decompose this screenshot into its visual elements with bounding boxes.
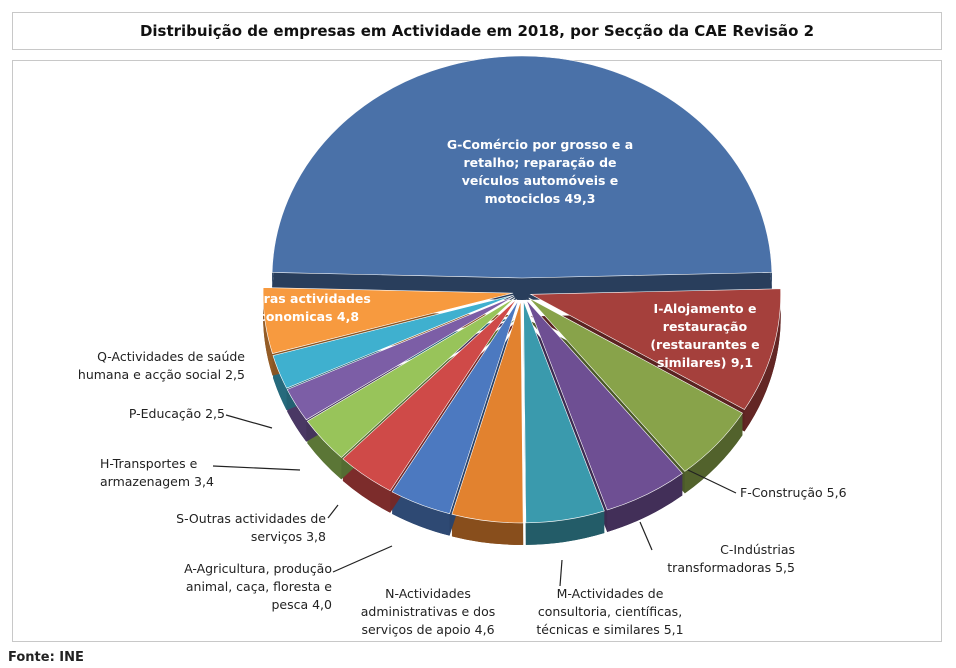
slice bbox=[528, 297, 743, 472]
slice-label: Outras actividades economicas 4,8 bbox=[232, 290, 377, 326]
slice bbox=[306, 297, 516, 458]
slice bbox=[271, 55, 773, 279]
slice-label: F-Construção 5,6 bbox=[740, 484, 890, 502]
slice-label: H-Transportes e armazenagem 3,4 bbox=[100, 455, 225, 491]
slice-label: N-Actividades administrativas e dos serv… bbox=[348, 585, 508, 639]
value-label: 2,5 bbox=[205, 406, 225, 421]
leader-line bbox=[687, 469, 737, 494]
slice-label: S-Outras actividades de serviços 3,8 bbox=[160, 510, 326, 546]
category-name: C-Indústrias transformadoras bbox=[667, 542, 795, 575]
leader-line bbox=[212, 465, 301, 471]
slice-side bbox=[525, 510, 605, 545]
slice-label: G-Comércio por grosso e a retalho; repar… bbox=[440, 136, 640, 208]
category-name: A-Agricultura, produção animal, caça, fl… bbox=[184, 561, 332, 612]
slice-side bbox=[342, 458, 391, 513]
category-name: F-Construção bbox=[740, 485, 823, 500]
value-label: 3,8 bbox=[306, 529, 326, 544]
leader-line bbox=[332, 545, 393, 573]
category-name: G-Comércio por grosso e a retalho; repar… bbox=[446, 137, 634, 206]
slice bbox=[523, 300, 605, 524]
slice-side bbox=[744, 288, 781, 432]
slice bbox=[286, 296, 515, 421]
slice bbox=[526, 299, 683, 511]
slice bbox=[529, 288, 781, 410]
value-label: 49,3 bbox=[564, 191, 596, 206]
value-label: 5,1 bbox=[663, 622, 684, 637]
value-label: 9,1 bbox=[730, 355, 754, 370]
category-name: M-Actividades de consultoria, científica… bbox=[536, 586, 683, 637]
slice-label: I-Alojamento e restauração (restaurantes… bbox=[615, 300, 795, 372]
category-name: Outras actividades economicas bbox=[238, 291, 371, 324]
value-label: 2,5 bbox=[225, 367, 245, 382]
slice-side bbox=[684, 413, 743, 494]
slice bbox=[272, 294, 514, 389]
slice bbox=[342, 298, 517, 492]
leader-line bbox=[327, 504, 339, 519]
value-label: 5,5 bbox=[775, 560, 795, 575]
slice bbox=[391, 300, 519, 515]
slice-side bbox=[607, 473, 683, 532]
slice-side bbox=[451, 514, 524, 545]
slice-side bbox=[263, 287, 273, 376]
value-label: 4,0 bbox=[312, 597, 332, 612]
category-name: N-Actividades administrativas e dos serv… bbox=[360, 586, 496, 637]
category-name: S-Outras actividades de serviços bbox=[176, 511, 326, 544]
value-label: 3,4 bbox=[194, 474, 214, 489]
slice-side bbox=[392, 491, 450, 536]
chart-title: Distribuição de empresas em Actividade e… bbox=[12, 12, 942, 50]
category-name: Q-Actividades de saúde humana e acção so… bbox=[77, 349, 245, 382]
value-label: 4,8 bbox=[336, 309, 360, 324]
value-label: 4,6 bbox=[474, 622, 495, 637]
slice-label: Q-Actividades de saúde humana e acção so… bbox=[60, 348, 245, 384]
slice-label: M-Actividades de consultoria, científica… bbox=[525, 585, 695, 639]
slice-label: P-Educação 2,5 bbox=[80, 405, 225, 423]
leader-line bbox=[639, 521, 653, 551]
category-name: H-Transportes e armazenagem bbox=[100, 456, 198, 489]
slice bbox=[451, 300, 524, 524]
leader-line bbox=[225, 414, 273, 429]
value-label: 5,6 bbox=[826, 485, 847, 500]
slice-label: C-Indústrias transformadoras 5,5 bbox=[640, 541, 795, 577]
category-name: I-Alojamento e restauração (restaurantes… bbox=[650, 301, 760, 370]
slice-label: A-Agricultura, produção animal, caça, fl… bbox=[160, 560, 332, 614]
source: Fonte: INE bbox=[8, 650, 84, 665]
leader-line bbox=[559, 559, 563, 587]
slice bbox=[262, 287, 514, 354]
category-name: P-Educação bbox=[128, 406, 202, 421]
